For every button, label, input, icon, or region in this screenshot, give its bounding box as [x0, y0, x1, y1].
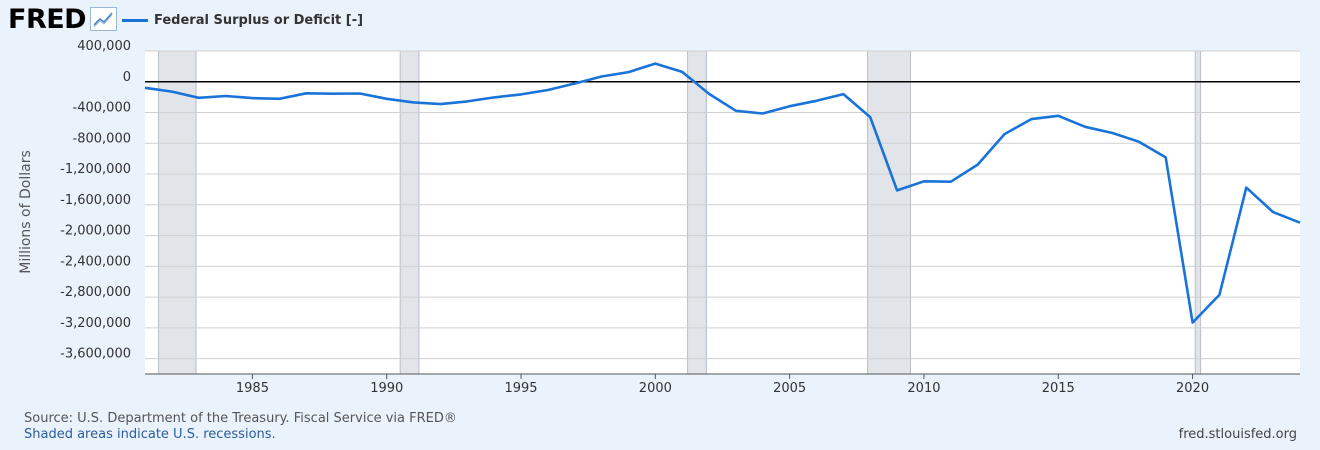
source-text: Source: U.S. Department of the Treasury.… — [24, 411, 457, 426]
data-point[interactable] — [1027, 115, 1035, 123]
data-point[interactable] — [410, 98, 418, 106]
data-point[interactable] — [1242, 184, 1250, 192]
data-point[interactable] — [839, 90, 847, 98]
y-tick-label: -3,200,000 — [60, 316, 131, 331]
data-point[interactable] — [329, 90, 337, 98]
data-point[interactable] — [974, 161, 982, 169]
y-tick-label: -800,000 — [73, 131, 131, 146]
data-point[interactable] — [222, 92, 230, 100]
data-point[interactable] — [383, 95, 391, 103]
data-point[interactable] — [1215, 291, 1223, 299]
chart-header: FRED Federal Surplus or Deficit [-] — [0, 0, 1320, 46]
y-tick-label: 400,000 — [77, 39, 131, 54]
data-point[interactable] — [544, 86, 552, 94]
fred-url-link[interactable]: fred.stlouisfed.org — [1178, 427, 1297, 442]
data-point[interactable] — [705, 90, 713, 98]
data-point[interactable] — [947, 178, 955, 186]
legend-series-label[interactable]: Federal Surplus or Deficit [-] — [154, 13, 364, 28]
data-point[interactable] — [356, 90, 364, 98]
data-point[interactable] — [275, 95, 283, 103]
data-point[interactable] — [302, 89, 310, 97]
data-point[interactable] — [1081, 123, 1089, 131]
data-point[interactable] — [1135, 138, 1143, 146]
data-point[interactable] — [141, 84, 149, 92]
y-tick-label: -1,200,000 — [60, 162, 131, 177]
legend[interactable]: Federal Surplus or Deficit [-] — [122, 13, 363, 28]
y-tick-label: -400,000 — [73, 101, 131, 116]
series-line-0[interactable] — [144, 62, 1301, 324]
data-point[interactable] — [759, 110, 767, 118]
x-tick-label: 2005 — [773, 381, 806, 396]
x-tick-label: 1990 — [370, 381, 403, 396]
data-point[interactable] — [248, 94, 256, 102]
x-tick-label: 2015 — [1042, 381, 1075, 396]
data-point[interactable] — [436, 100, 444, 108]
data-point[interactable] — [893, 186, 901, 194]
x-tick-label: 2020 — [1176, 381, 1209, 396]
data-point[interactable] — [920, 177, 928, 185]
y-tick-label: -1,600,000 — [60, 193, 131, 208]
x-tick-label: 1995 — [504, 381, 537, 396]
y-tick-label: 0 — [123, 70, 131, 85]
data-point[interactable] — [571, 79, 579, 87]
x-tick-label: 2010 — [907, 381, 940, 396]
data-point[interactable] — [1269, 208, 1277, 216]
y-tick-label: -3,600,000 — [60, 347, 131, 362]
data-point[interactable] — [624, 68, 632, 76]
data-point[interactable] — [1162, 153, 1170, 161]
data-point[interactable] — [598, 72, 606, 80]
y-tick-label: -2,400,000 — [60, 254, 131, 269]
fred-logo[interactable]: FRED — [8, 4, 87, 35]
data-point[interactable] — [651, 60, 659, 68]
data-point[interactable] — [1108, 129, 1116, 137]
recession-band-0 — [157, 50, 197, 375]
legend-series-swatch — [122, 19, 148, 22]
y-tick-label: -2,800,000 — [60, 285, 131, 300]
data-point[interactable] — [517, 90, 525, 98]
data-point[interactable] — [732, 107, 740, 115]
data-point[interactable] — [813, 97, 821, 105]
x-tick-label: 1985 — [236, 381, 269, 396]
y-tick-label: -2,000,000 — [60, 224, 131, 239]
data-point[interactable] — [678, 68, 686, 76]
data-point[interactable] — [866, 113, 874, 121]
data-point[interactable] — [1001, 130, 1009, 138]
data-point[interactable] — [195, 94, 203, 102]
data-point[interactable] — [168, 88, 176, 96]
x-tick-label: 2000 — [639, 381, 672, 396]
recession-band-4 — [1194, 50, 1202, 375]
recession-band-2 — [687, 50, 707, 375]
recession-note: Shaded areas indicate U.S. recessions. — [24, 427, 276, 442]
data-point[interactable] — [786, 102, 794, 110]
data-point[interactable] — [1189, 319, 1197, 327]
data-point[interactable] — [1054, 112, 1062, 120]
recession-band-3 — [867, 50, 912, 375]
plot-area — [145, 51, 1300, 374]
data-point[interactable] — [463, 97, 471, 105]
data-point[interactable] — [490, 93, 498, 101]
fred-logo-chart-icon — [90, 7, 117, 31]
data-point[interactable] — [1296, 219, 1304, 227]
